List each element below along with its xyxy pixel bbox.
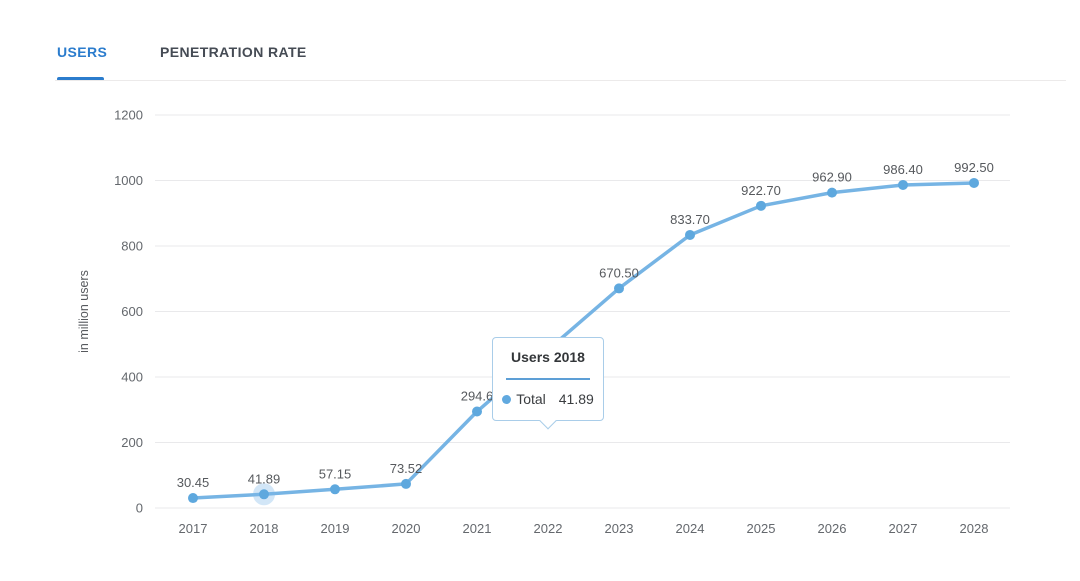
active-tab-underline xyxy=(57,77,104,81)
data-point[interactable] xyxy=(330,484,340,495)
data-point[interactable] xyxy=(685,229,695,240)
tooltip-divider xyxy=(506,378,590,380)
y-axis-tick-label: 800 xyxy=(121,239,143,254)
data-point-label: 294.6 xyxy=(461,389,494,404)
data-point-label: 962.90 xyxy=(812,170,852,185)
data-point-label: 992.50 xyxy=(954,160,994,175)
tooltip-series-row: Total 41.89 xyxy=(493,391,603,407)
x-axis-tick-label: 2027 xyxy=(889,521,918,536)
data-point[interactable] xyxy=(472,406,482,417)
data-point-label: 41.89 xyxy=(248,471,281,486)
y-axis-tick-label: 200 xyxy=(121,435,143,450)
chart-tooltip: Users 2018 Total 41.89 xyxy=(492,337,604,430)
tab-penetration-rate[interactable]: PENETRATION RATE xyxy=(160,44,307,60)
x-axis-tick-label: 2021 xyxy=(463,521,492,536)
data-point[interactable] xyxy=(259,489,269,500)
tab-users[interactable]: USERS xyxy=(57,44,108,60)
data-point-label: 833.70 xyxy=(670,212,710,227)
data-point-label: 73.52 xyxy=(390,461,423,476)
data-point-label: 922.70 xyxy=(741,183,781,198)
x-axis-tick-label: 2019 xyxy=(321,521,350,536)
data-point[interactable] xyxy=(614,283,624,294)
data-point[interactable] xyxy=(827,187,837,198)
trend-line xyxy=(191,181,976,500)
data-point[interactable] xyxy=(898,179,908,190)
tab-bar: USERS PENETRATION RATE xyxy=(0,44,1080,84)
x-axis-tick-label: 2026 xyxy=(818,521,847,536)
x-axis-tick-label: 2024 xyxy=(676,521,705,536)
data-point-label: 670.50 xyxy=(599,265,639,280)
y-axis-tick-label: 400 xyxy=(121,370,143,385)
data-point[interactable] xyxy=(756,200,766,211)
y-axis-title: in million users xyxy=(77,270,91,353)
y-axis-tick-label: 0 xyxy=(136,501,143,516)
data-point[interactable] xyxy=(401,478,411,489)
x-axis-tick-label: 2028 xyxy=(960,521,989,536)
y-axis-tick-label: 600 xyxy=(121,304,143,319)
data-point[interactable] xyxy=(188,493,198,504)
series-marker-icon xyxy=(502,394,512,404)
tab-bar-divider xyxy=(55,80,1066,81)
x-axis-tick-label: 2018 xyxy=(250,521,279,536)
x-axis-tick-label: 2025 xyxy=(747,521,776,536)
data-point-label: 986.40 xyxy=(883,162,923,177)
tooltip-title: Users 2018 xyxy=(511,349,585,365)
x-axis-tick-label: 2023 xyxy=(605,521,634,536)
y-axis-tick-label: 1200 xyxy=(114,108,143,123)
y-axis-tick-label: 1000 xyxy=(114,173,143,188)
x-axis-tick-label: 2017 xyxy=(179,521,208,536)
data-point[interactable] xyxy=(969,177,979,188)
x-axis-tick-label: 2022 xyxy=(534,521,563,536)
x-axis-tick-label: 2020 xyxy=(392,521,421,536)
data-point-label: 57.15 xyxy=(319,466,352,481)
tooltip-series-label: Total xyxy=(516,391,546,407)
tooltip-series-value: 41.89 xyxy=(558,391,594,407)
data-point-label: 30.45 xyxy=(177,475,210,490)
